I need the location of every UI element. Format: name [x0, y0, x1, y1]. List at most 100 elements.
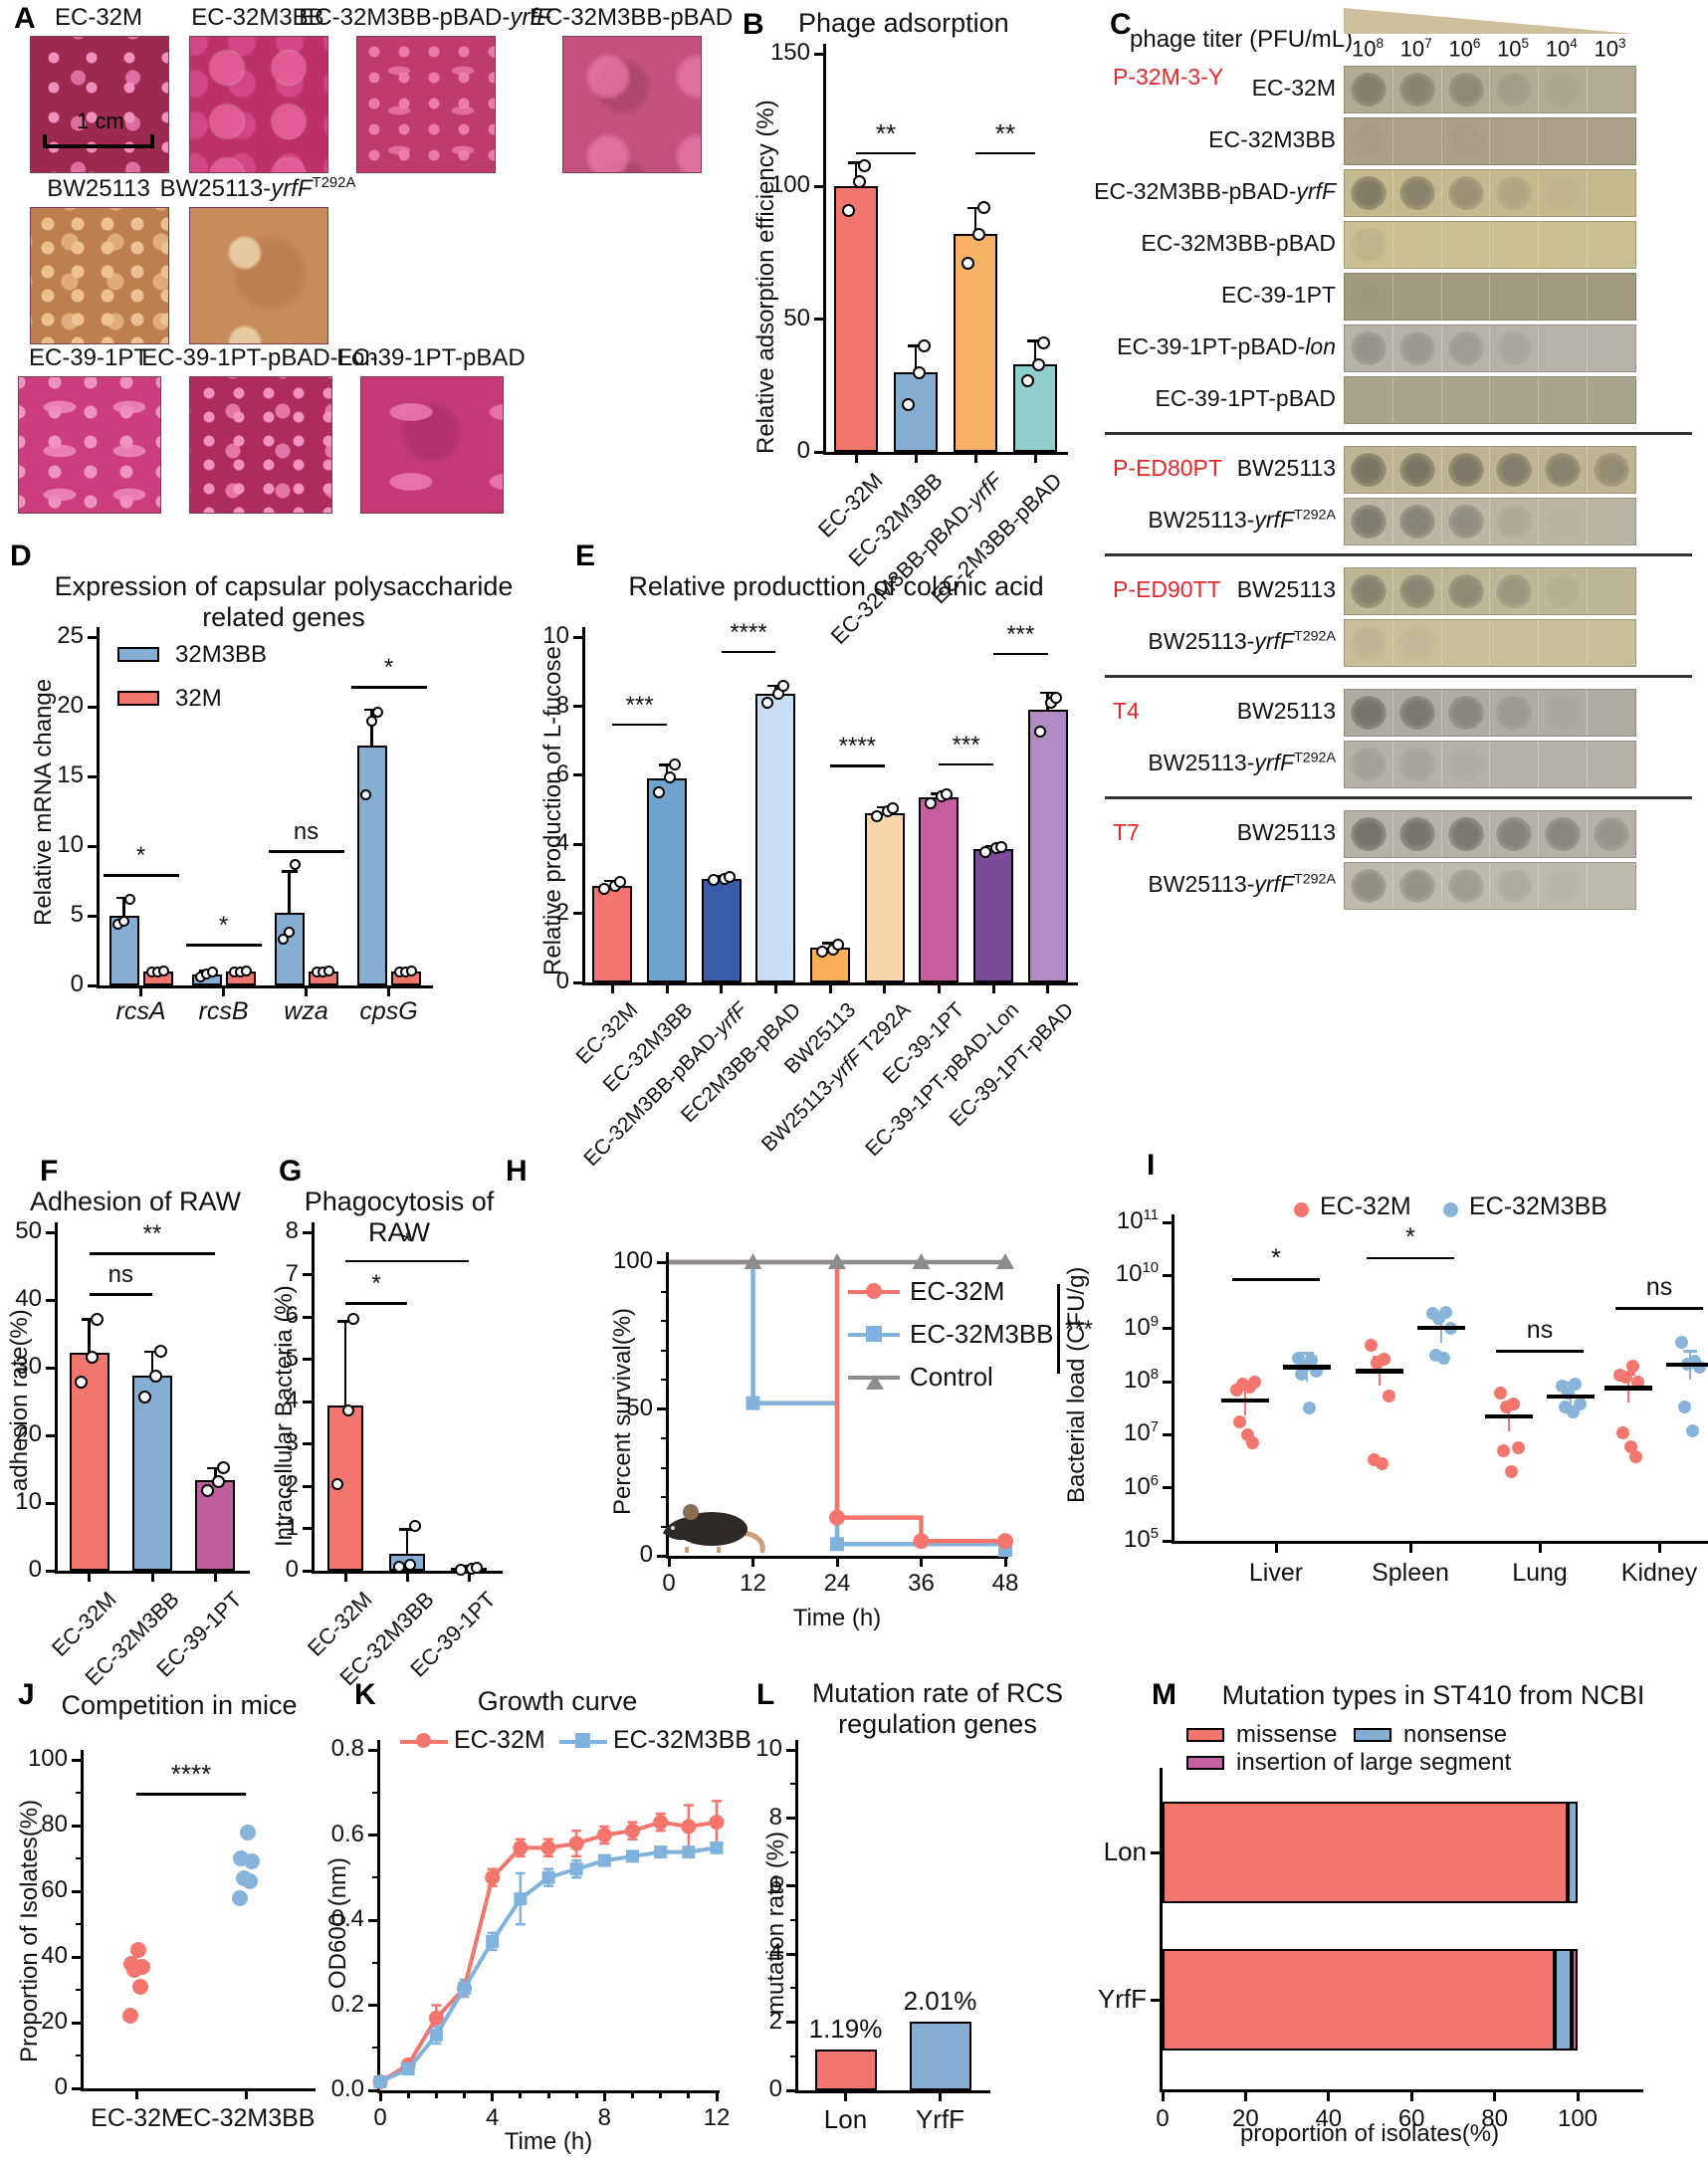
dilution-cell	[1588, 742, 1635, 787]
mouse-icon	[663, 1504, 765, 1554]
y-tick-label: 1010	[1115, 1260, 1159, 1288]
x-tick-label: 0	[1156, 2105, 1170, 2132]
panel-e-chart: 0 2 4 6 8 10 EC-32M EC-32M3BB EC-32M3BB-pBAD-yrf…	[518, 538, 1115, 1204]
panel-f-letter: F	[40, 1155, 59, 1188]
dilution-cell	[1490, 325, 1540, 371]
plate-photo	[18, 376, 161, 514]
significance-label: ****	[838, 733, 876, 760]
spot-assay-strip	[1344, 619, 1636, 667]
dilution-cell	[1490, 863, 1540, 909]
x-tick	[715, 2093, 719, 2101]
y-tick-label: 0	[54, 2073, 68, 2101]
legend-swatch	[117, 647, 159, 662]
dilution-cell	[1490, 742, 1540, 787]
scatter-point	[1247, 1375, 1261, 1389]
y-tick-label: 4	[285, 1387, 299, 1414]
dilution-cell	[1539, 118, 1589, 164]
phage-plaque-spot	[1545, 453, 1582, 487]
significance-line	[89, 1252, 216, 1255]
strain-label: EC-39-1PT	[1220, 282, 1336, 308]
bar	[1013, 364, 1057, 452]
y-tick	[573, 980, 582, 984]
phage-plaque-spot	[1350, 748, 1387, 781]
dilution-cell	[1393, 274, 1442, 320]
scatter-point	[1623, 1439, 1637, 1453]
spot-assay-strip	[1344, 689, 1636, 737]
x-axis-line	[823, 452, 1068, 455]
y-tick	[88, 914, 97, 918]
significance-label: *	[371, 1270, 381, 1298]
dilution-cell	[1345, 447, 1393, 493]
y-tick-label: 50	[626, 1394, 653, 1421]
significance-line	[350, 686, 427, 689]
panel-m: M Mutation types in ST410 from NCBI prop…	[1098, 1672, 1708, 2161]
x-tick	[920, 1559, 923, 1567]
bar-value-label: 1.19%	[808, 2014, 883, 2045]
panel-e-title: Relative producttion of colanic acid	[628, 571, 1044, 601]
bar	[132, 1376, 172, 1571]
group-divider	[1105, 432, 1692, 435]
x-tick	[463, 2093, 466, 2098]
phage-plaque-spot	[1545, 505, 1582, 539]
bar	[195, 1479, 236, 1571]
y-tick-label: 8	[555, 691, 569, 719]
phage-plaque-spot	[1545, 696, 1582, 730]
y-tick	[46, 1366, 55, 1370]
y-tick-label: 1	[285, 1513, 299, 1541]
panel-d-chart: 0 5 10 15 20 25 rcsA rcsB wza cpsG * * ns * 32M3BB 32M	[0, 538, 567, 1165]
y-tick-label: 105	[1124, 1526, 1159, 1553]
dilution-cell	[1345, 222, 1393, 268]
data-point	[372, 707, 383, 719]
y-axis-line	[377, 1740, 380, 2093]
dilution-cell	[1490, 67, 1540, 112]
y-tick-label: 40	[15, 1285, 42, 1313]
legend-swatch	[1354, 1728, 1391, 1742]
y-axis-line	[81, 1750, 84, 2091]
whisker-cap	[1300, 1352, 1314, 1355]
significance-bracket	[1057, 1284, 1060, 1374]
error-cap	[1039, 691, 1056, 695]
y-tick-label: 100	[27, 1745, 68, 1773]
y-minor-tick	[661, 1525, 666, 1528]
x-tick	[88, 1574, 92, 1582]
data-point	[323, 965, 334, 976]
y-tick	[72, 2086, 81, 2090]
y-tick-label: 0	[555, 968, 569, 995]
bar	[919, 797, 960, 982]
x-tick	[939, 2093, 942, 2101]
data-point	[995, 840, 1007, 853]
significance-label: *	[135, 842, 146, 869]
y-tick	[368, 1748, 377, 1752]
spot-assay-strip	[1344, 169, 1636, 217]
plate-photo: 1 cm	[30, 36, 169, 173]
x-tick-label: 0	[662, 1570, 676, 1597]
y-tick	[814, 318, 823, 322]
median-line	[1356, 1369, 1403, 1374]
scatter-point	[1302, 1402, 1316, 1415]
data-point	[241, 965, 252, 976]
phage-plaque-spot	[1398, 331, 1435, 365]
phage-plaque-spot	[1350, 280, 1387, 314]
y-minor-tick	[790, 1919, 795, 1921]
significance-line	[1496, 1350, 1584, 1353]
x-tick-label: 12	[740, 1570, 766, 1597]
legend-label: EC-32M3BB	[613, 1726, 751, 1754]
data-point	[961, 257, 974, 271]
y-tick	[72, 1889, 81, 1893]
significance-line	[1615, 1307, 1703, 1310]
panel-j: J Competition in mice Proportion of Isol…	[0, 1672, 350, 2161]
y-minor-tick	[790, 1783, 795, 1786]
spot-assay-strip	[1344, 810, 1636, 858]
data-point	[342, 1404, 354, 1416]
panel-d-letter: D	[10, 540, 32, 572]
dilution-cell	[1442, 742, 1491, 787]
dilution-cell	[1539, 568, 1589, 614]
significance-line	[856, 151, 916, 155]
y-tick	[1163, 1486, 1172, 1490]
x-tick	[720, 985, 724, 993]
x-tick-label: 20	[1232, 2105, 1259, 2132]
data-point	[976, 201, 990, 215]
scatter-point	[1628, 1450, 1642, 1464]
x-category-label: Lung	[1512, 1559, 1568, 1587]
legend-swatch	[117, 691, 159, 706]
